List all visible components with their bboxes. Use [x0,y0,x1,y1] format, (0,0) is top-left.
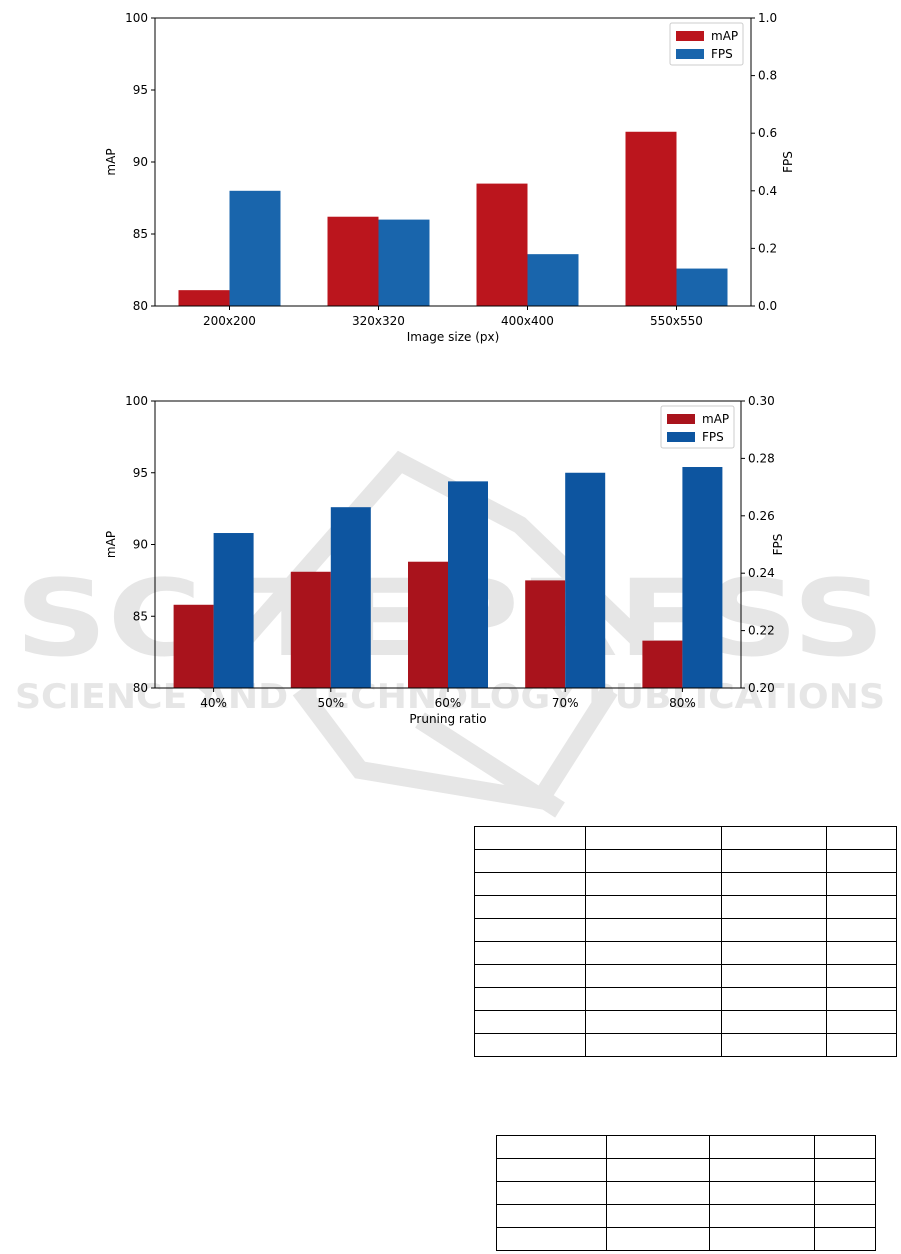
x-tick-label: 40% [200,696,227,710]
bar-map-4 [642,640,683,688]
right-tick-label: 0.28 [748,451,775,465]
pruning-ratio-chart: 80 85 90 95 100 0.20 0.22 0.24 0.26 0.28 0.30 40% 50… [104,394,785,726]
bar-fps-4 [682,467,723,688]
y-axis-label: mAP [104,148,118,175]
table-row [474,826,897,850]
x-tick-label: 60% [435,696,462,710]
left-tick-label: 90 [133,155,148,169]
right-tick-label: 0.22 [748,624,775,638]
left-tick-label: 95 [133,466,148,480]
bar-map-2 [476,183,528,306]
y2-axis-label: FPS [771,534,785,556]
right-tick-label: 0.0 [758,299,777,313]
bar-fps-2 [527,254,579,306]
table-row [474,918,897,942]
legend-swatch-fps [676,49,704,59]
table-row [496,1204,876,1228]
right-tick-label: 0.26 [748,509,775,523]
right-tick-label: 0.4 [758,184,777,198]
bar-map-0 [178,290,230,306]
table-row [474,1010,897,1034]
bar-fps-3 [676,268,728,306]
bar-fps-2 [448,481,488,688]
right-tick-label: 0.2 [758,241,777,255]
y2-axis-label: FPS [781,151,795,173]
x-tick-label: 80% [669,696,696,710]
table-row [474,987,897,1011]
right-tick-label: 0.30 [748,394,775,408]
bar-map-0 [173,604,214,688]
table-row [474,941,897,965]
x-tick-label: 320x320 [352,314,405,328]
x-axis-label: Image size (px) [407,330,500,344]
bar-map-2 [408,561,448,688]
legend-swatch-fps [667,432,695,442]
image-size-chart: 80 85 90 95 100 0.0 0.2 0.4 0.6 0.8 1.0 200x200 320x… [104,11,795,344]
table-row [496,1227,876,1251]
x-tick-label: 70% [552,696,579,710]
bar-fps-1 [330,507,371,688]
left-tick-label: 80 [133,681,148,695]
left-tick-label: 100 [125,11,148,25]
right-tick-label: 0.8 [758,69,777,83]
left-tick-label: 90 [133,538,148,552]
table-row [496,1135,876,1159]
x-tick-label: 50% [317,696,344,710]
y-axis-label: mAP [104,531,118,558]
legend-label-fps: FPS [711,47,733,61]
legend-label-map: mAP [702,412,729,426]
left-tick-label: 100 [125,394,148,408]
table-row [474,849,897,873]
table-row [496,1181,876,1205]
x-axis-label: Pruning ratio [409,712,486,726]
table-row [496,1158,876,1182]
table-row [474,1033,897,1057]
left-tick-label: 95 [133,83,148,97]
right-tick-label: 0.20 [748,681,775,695]
left-tick-label: 80 [133,299,148,313]
left-tick-label: 85 [133,227,148,241]
bar-map-3 [625,131,677,306]
right-tick-label: 0.6 [758,126,777,140]
bar-map-1 [290,571,331,688]
legend-label-map: mAP [711,29,738,43]
x-tick-label: 550x550 [650,314,703,328]
bar-fps-1 [378,219,430,306]
bar-fps-0 [213,533,254,688]
bar-map-1 [327,216,379,306]
legend-label-fps: FPS [702,430,724,444]
table-row [474,964,897,988]
legend-swatch-map [667,414,695,424]
legend-swatch-map [676,31,704,41]
x-tick-label: 200x200 [203,314,256,328]
bar-map-3 [525,580,566,688]
table-row [474,895,897,919]
bar-fps-3 [565,472,606,688]
x-tick-label: 400x400 [501,314,554,328]
right-tick-label: 1.0 [758,11,777,25]
table-a [474,826,897,1057]
table-row [474,872,897,896]
bar-fps-0 [229,190,281,306]
right-tick-label: 0.24 [748,566,775,580]
table-b [496,1135,876,1251]
left-tick-label: 85 [133,609,148,623]
